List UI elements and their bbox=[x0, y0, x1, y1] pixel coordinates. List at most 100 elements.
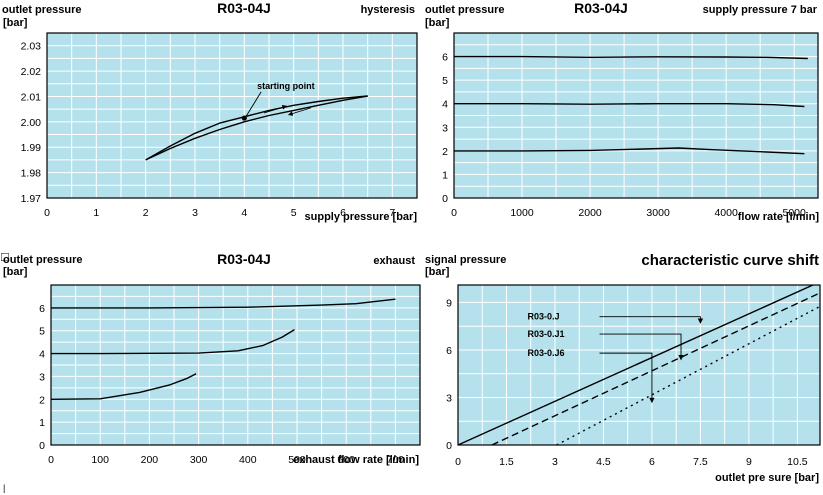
y-tick-label: 1.97 bbox=[21, 193, 42, 205]
series-label: R03-0.J bbox=[527, 312, 559, 322]
plot-frame bbox=[46, 32, 418, 199]
series-label-leader bbox=[599, 352, 655, 404]
x-axis-label: exhaust flow rate [l/min] bbox=[293, 454, 419, 466]
x-tick-label: 0 bbox=[451, 207, 457, 219]
y-tick-label: 9 bbox=[446, 297, 452, 309]
x-tick-label: 10.5 bbox=[787, 456, 808, 468]
y-tick-label: 6 bbox=[442, 52, 448, 64]
corner-note: exhaust bbox=[373, 255, 415, 267]
chart-title: characteristic curve shift bbox=[641, 252, 819, 269]
series-label-leader bbox=[599, 316, 704, 324]
x-tick-label: 0 bbox=[48, 454, 54, 466]
chart-4: 0 1.5 3 4.5 6 7.5 9 10.5 0 3 6 9 characteristic curv… bbox=[425, 252, 821, 484]
series-label: R03-0.J6 bbox=[527, 348, 564, 358]
y-tick-label: 2.03 bbox=[21, 41, 42, 53]
chart-3: 0 100 200 300 400 500 600 700 0 1 2 3 4 5 6 R03-04J outl… bbox=[3, 251, 421, 466]
y-tick-label: 2 bbox=[39, 394, 45, 406]
series-line bbox=[454, 103, 805, 108]
corner-note: hysteresis bbox=[361, 4, 415, 16]
x-tick-label: 4.5 bbox=[596, 456, 611, 468]
x-tick-label: 300 bbox=[190, 454, 208, 466]
x-tick-label: 4 bbox=[241, 207, 247, 219]
chart-2: 0 1000 2000 3000 4000 5000 0 1 2 3 4 5 6 R03-04J outle… bbox=[425, 0, 819, 223]
y-tick-label: 1 bbox=[39, 417, 45, 429]
x-tick-label: 3 bbox=[192, 207, 198, 219]
chart-title: R03-04J bbox=[574, 0, 628, 16]
x-tick-label: 6 bbox=[649, 456, 655, 468]
series-line bbox=[556, 305, 820, 445]
x-tick-label: 7.5 bbox=[693, 456, 708, 468]
corner-mark-tick: | bbox=[3, 483, 6, 493]
y-tick-label: 3 bbox=[442, 122, 448, 134]
x-axis-label: supply pressure [bar] bbox=[305, 211, 418, 223]
y-axis-unit: [bar] bbox=[3, 266, 28, 278]
y-axis-label: signal pressure bbox=[425, 254, 506, 266]
y-tick-label: 5 bbox=[442, 75, 448, 87]
x-tick-label: 600 bbox=[337, 454, 355, 466]
y-tick-label: 1 bbox=[442, 169, 448, 181]
x-tick-label: 2000 bbox=[578, 207, 602, 219]
series-label: R03-0.J1 bbox=[527, 329, 564, 339]
starting-point-marker bbox=[241, 115, 247, 121]
plot-frame bbox=[50, 284, 421, 446]
y-axis-unit: [bar] bbox=[3, 17, 28, 29]
x-tick-label: 500 bbox=[288, 454, 306, 466]
series-line bbox=[491, 292, 820, 445]
y-axis-unit: [bar] bbox=[425, 266, 450, 278]
y-tick-label: 0 bbox=[39, 440, 45, 452]
y-tick-label: 2.01 bbox=[21, 91, 42, 103]
x-tick-label: 0 bbox=[455, 456, 461, 468]
y-tick-label: 6 bbox=[39, 303, 45, 315]
y-axis-unit: [bar] bbox=[425, 17, 450, 29]
x-tick-label: 400 bbox=[239, 454, 257, 466]
x-tick-label: 700 bbox=[387, 454, 405, 466]
corner-mark-box: □ bbox=[1, 249, 9, 264]
annotation-label: starting point bbox=[257, 81, 315, 91]
grid bbox=[458, 285, 820, 445]
series-line bbox=[458, 285, 815, 445]
y-tick-label: 4 bbox=[442, 99, 448, 111]
x-tick-label: 7 bbox=[389, 207, 395, 219]
y-tick-label: 2.02 bbox=[21, 66, 42, 78]
y-tick-label: 4 bbox=[39, 349, 45, 361]
y-axis-label: outlet pressure bbox=[425, 4, 504, 16]
x-axis-label: flow rate [l/min] bbox=[738, 211, 820, 223]
x-tick-label: 9 bbox=[746, 456, 752, 468]
direction-arrow bbox=[263, 104, 288, 114]
plot-area bbox=[47, 33, 417, 198]
series-line bbox=[454, 55, 808, 60]
x-tick-label: 0 bbox=[44, 207, 50, 219]
x-tick-label: 3 bbox=[552, 456, 558, 468]
y-axis-label: outlet pressure bbox=[3, 254, 82, 266]
series-label-leader bbox=[599, 333, 684, 361]
plot-frame bbox=[457, 284, 821, 446]
x-tick-label: 200 bbox=[141, 454, 159, 466]
annotation-leader bbox=[245, 91, 262, 117]
series-line bbox=[145, 95, 368, 161]
grid bbox=[47, 33, 417, 198]
y-tick-label: 2 bbox=[442, 146, 448, 158]
x-tick-label: 4000 bbox=[714, 207, 738, 219]
y-tick-label: 0 bbox=[446, 440, 452, 452]
chart-1: 0 1 2 3 4 5 6 7 1.97 1.98 1.99 2.00 2.01 2.02 2.03 R03-… bbox=[2, 0, 418, 223]
y-tick-label: 1.99 bbox=[21, 142, 42, 154]
x-tick-label: 100 bbox=[91, 454, 109, 466]
grid bbox=[51, 285, 420, 445]
x-tick-label: 6 bbox=[340, 207, 346, 219]
y-tick-label: 5 bbox=[39, 326, 45, 338]
series-line bbox=[51, 298, 396, 309]
y-tick-label: 1.98 bbox=[21, 168, 42, 180]
x-tick-label: 2 bbox=[143, 207, 149, 219]
series-line bbox=[454, 147, 805, 155]
series-line bbox=[145, 95, 368, 161]
y-tick-label: 3 bbox=[39, 371, 45, 383]
direction-arrow bbox=[287, 107, 312, 116]
plot-frame bbox=[453, 32, 819, 199]
y-tick-label: 0 bbox=[442, 193, 448, 205]
y-tick-label: 6 bbox=[446, 345, 452, 357]
x-tick-label: 1 bbox=[93, 207, 99, 219]
y-tick-label: 3 bbox=[446, 392, 452, 404]
x-tick-label: 5000 bbox=[783, 207, 807, 219]
